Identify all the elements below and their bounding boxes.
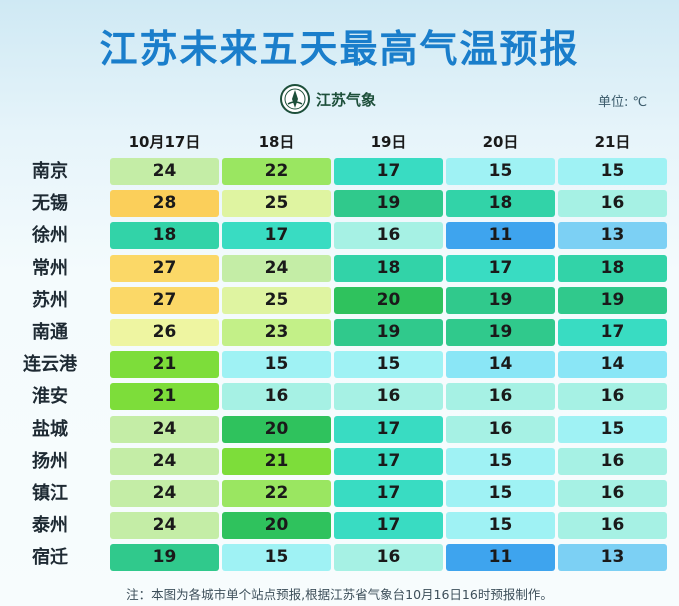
city-label: 常州 bbox=[32, 258, 68, 279]
temperature-cell: 19 bbox=[446, 287, 555, 314]
temperature-cell: 23 bbox=[222, 319, 331, 346]
temperature-cell: 21 bbox=[222, 448, 331, 475]
temperature-cell: 24 bbox=[110, 158, 219, 185]
temperature-cell: 16 bbox=[558, 190, 667, 217]
unit-label: 单位: ℃ bbox=[598, 95, 648, 110]
temperature-cell: 21 bbox=[110, 383, 219, 410]
temperature-cell: 15 bbox=[222, 544, 331, 571]
city-label: 淮安 bbox=[32, 386, 68, 407]
temperature-cell: 15 bbox=[446, 512, 555, 539]
temperature-cell: 15 bbox=[558, 158, 667, 185]
temperature-cell: 14 bbox=[558, 351, 667, 378]
city-label: 镇江 bbox=[32, 483, 68, 504]
temperature-cell: 13 bbox=[558, 544, 667, 571]
city-label: 南京 bbox=[32, 161, 68, 182]
temperature-cell: 24 bbox=[110, 480, 219, 507]
city-label: 宿迁 bbox=[32, 547, 68, 568]
city-label: 徐州 bbox=[32, 225, 68, 246]
temperature-cell: 25 bbox=[222, 287, 331, 314]
temperature-cell: 15 bbox=[222, 351, 331, 378]
temperature-cell: 27 bbox=[110, 255, 219, 282]
date-header: 18日 bbox=[258, 133, 295, 151]
temperature-cell: 24 bbox=[110, 512, 219, 539]
temperature-cell: 20 bbox=[222, 512, 331, 539]
temperature-cell: 18 bbox=[446, 190, 555, 217]
temperature-cell: 19 bbox=[558, 287, 667, 314]
temperature-cell: 26 bbox=[110, 319, 219, 346]
temperature-cell: 16 bbox=[334, 544, 443, 571]
page-title: 江苏未来五天最高气温预报 bbox=[99, 27, 580, 71]
temperature-cell: 15 bbox=[446, 480, 555, 507]
city-label: 苏州 bbox=[32, 290, 68, 311]
logo-text: 江苏气象 bbox=[316, 90, 377, 109]
temperature-cell: 16 bbox=[446, 416, 555, 443]
meteorological-bureau-emblem-icon bbox=[280, 84, 310, 114]
temperature-cell: 20 bbox=[334, 287, 443, 314]
temperature-cell: 18 bbox=[334, 255, 443, 282]
city-label: 扬州 bbox=[32, 451, 68, 472]
date-header: 10月17日 bbox=[128, 133, 201, 151]
date-header: 20日 bbox=[482, 133, 519, 151]
city-label: 连云港 bbox=[23, 354, 77, 375]
temperature-cell: 25 bbox=[222, 190, 331, 217]
date-header: 19日 bbox=[370, 133, 407, 151]
temperature-cell: 16 bbox=[222, 383, 331, 410]
temperature-cell: 17 bbox=[446, 255, 555, 282]
temperature-cell: 16 bbox=[558, 512, 667, 539]
city-label: 南通 bbox=[32, 322, 68, 343]
temperature-cell: 19 bbox=[110, 544, 219, 571]
city-label: 泰州 bbox=[32, 515, 68, 536]
temperature-cell: 27 bbox=[110, 287, 219, 314]
temperature-cell: 22 bbox=[222, 480, 331, 507]
temperature-cell: 17 bbox=[334, 416, 443, 443]
temperature-cell: 18 bbox=[558, 255, 667, 282]
temperature-cell: 17 bbox=[334, 512, 443, 539]
logo: 江苏气象 bbox=[280, 84, 376, 114]
city-label: 无锡 bbox=[32, 193, 68, 214]
city-label: 盐城 bbox=[32, 419, 68, 440]
temperature-cell: 24 bbox=[110, 416, 219, 443]
temperature-cell: 15 bbox=[558, 416, 667, 443]
temperature-cell: 21 bbox=[110, 351, 219, 378]
footnote: 注：本图为各城市单个站点预报,根据江苏省气象台10月16日16时预报制作。 bbox=[126, 587, 553, 602]
temperature-cell: 11 bbox=[446, 222, 555, 249]
temperature-cell: 17 bbox=[558, 319, 667, 346]
temperature-cell: 16 bbox=[558, 448, 667, 475]
temperature-cell: 24 bbox=[222, 255, 331, 282]
temperature-cell: 17 bbox=[334, 448, 443, 475]
temperature-cell: 15 bbox=[334, 351, 443, 378]
date-header: 21日 bbox=[594, 133, 631, 151]
temperature-cell: 16 bbox=[446, 383, 555, 410]
temperature-cell: 16 bbox=[558, 383, 667, 410]
temperature-cell: 17 bbox=[334, 480, 443, 507]
temperature-cell: 18 bbox=[110, 222, 219, 249]
temperature-cell: 19 bbox=[334, 190, 443, 217]
temperature-cell: 13 bbox=[558, 222, 667, 249]
temperature-cell: 16 bbox=[558, 480, 667, 507]
temperature-cell: 15 bbox=[446, 158, 555, 185]
temperature-cell: 24 bbox=[110, 448, 219, 475]
temperature-cell: 11 bbox=[446, 544, 555, 571]
temperature-cell: 17 bbox=[222, 222, 331, 249]
temperature-cell: 28 bbox=[110, 190, 219, 217]
temperature-cell: 20 bbox=[222, 416, 331, 443]
temperature-cell: 17 bbox=[334, 158, 443, 185]
temperature-cell: 19 bbox=[446, 319, 555, 346]
temperature-cell: 16 bbox=[334, 383, 443, 410]
temperature-cell: 16 bbox=[334, 222, 443, 249]
temperature-cell: 22 bbox=[222, 158, 331, 185]
temperature-cell: 14 bbox=[446, 351, 555, 378]
temperature-cell: 19 bbox=[334, 319, 443, 346]
temperature-cell: 15 bbox=[446, 448, 555, 475]
